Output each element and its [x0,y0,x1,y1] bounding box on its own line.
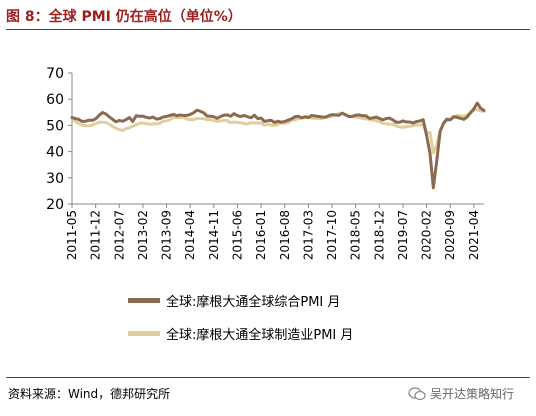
x-tick-label: 2021-04 [467,210,481,260]
y-axis: 20 30 40 50 60 70 [46,66,73,213]
x-tick-label: 2013-09 [160,210,174,260]
pmi-line-chart: 20 30 40 50 60 70 2011-05 2011-12 2012-07 2013-0… [46,66,486,260]
watermark: 吴开达策略知行 [408,385,514,402]
legend-item-manufacturing: 全球:摩根大通全球制造业PMI 月 [128,324,353,343]
x-tick-label: 2016-08 [278,210,292,260]
x-tick-label: 2018-05 [349,210,363,260]
y-tick-label: 70 [46,66,64,82]
x-tick-label: 2012-07 [112,210,126,260]
x-tick-label: 2020-02 [420,210,434,260]
legend-swatch-composite [128,298,160,303]
series-line-composite [70,101,486,190]
x-tick-label: 2011-05 [65,210,79,260]
x-tick-label: 2016-01 [254,210,268,260]
y-tick-label: 40 [46,145,64,161]
title-bar: 图 8：全球 PMI 仍在高位（单位%） [6,2,530,30]
x-tick-label: 2020-09 [443,210,457,260]
y-tick-label: 60 [46,92,64,108]
x-tick-label: 2017-03 [301,210,315,260]
x-tick-label: 2014-11 [207,210,221,260]
x-tick-label: 2017-10 [325,210,339,260]
x-tick-label: 2019-07 [396,210,410,260]
legend-item-composite: 全球:摩根大通全球综合PMI 月 [128,291,340,310]
y-tick-label: 50 [46,118,64,134]
wechat-icon [408,386,426,400]
y-tick-label: 30 [46,171,64,187]
footer-rule [6,377,530,378]
legend-label-manufacturing: 全球:摩根大通全球制造业PMI 月 [166,328,354,343]
source-note: 资料来源：Wind，德邦研究所 [8,387,171,401]
series-layer [70,101,486,190]
x-tick-label: 2018-12 [372,210,386,260]
y-tick-label: 20 [46,197,64,213]
x-tick-label: 2015-06 [230,210,244,260]
x-axis: 2011-05 2011-12 2012-07 2013-02 2013-09 2014-… [65,203,484,260]
chart-title: 图 8：全球 PMI 仍在高位（单位%） [6,9,242,25]
watermark-text: 吴开达策略知行 [430,387,515,401]
title-rule [6,29,530,30]
x-tick-label: 2013-02 [136,210,150,260]
x-tick-label: 2014-04 [183,210,197,260]
x-tick-label: 2011-12 [89,210,103,260]
legend-label-composite: 全球:摩根大通全球综合PMI 月 [166,295,341,310]
series-line-manufacturing [70,108,486,155]
legend-swatch-manufacturing [128,331,160,336]
